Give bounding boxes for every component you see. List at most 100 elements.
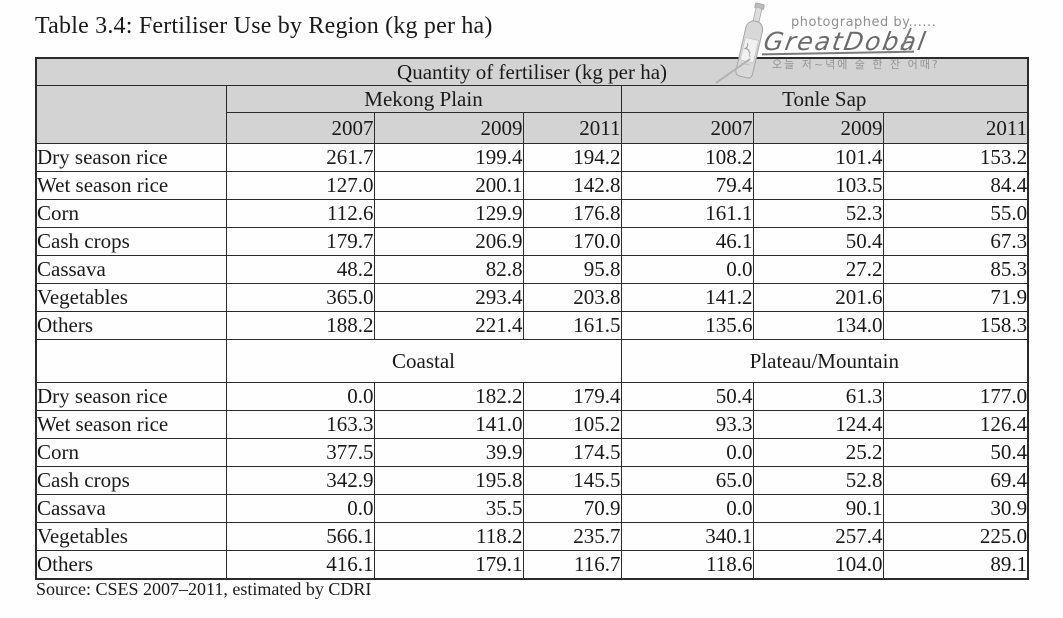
row-label: Others xyxy=(35,550,227,580)
row-label: Corn xyxy=(35,199,227,228)
value-cell: 50.4 xyxy=(882,438,1029,467)
region-header-row: Coastal Plateau/Mountain xyxy=(35,339,1029,383)
value-cell: 112.6 xyxy=(225,199,375,228)
data-row: Cassava 48.2 82.8 95.8 0.0 27.2 85.3 xyxy=(35,255,1029,284)
value-cell: 194.2 xyxy=(522,143,622,172)
value-cell: 30.9 xyxy=(882,494,1029,523)
value-cell: 342.9 xyxy=(225,466,375,495)
value-cell: 188.2 xyxy=(225,311,375,340)
value-cell: 257.4 xyxy=(752,522,884,551)
data-row: Vegetables 365.0 293.4 203.8 141.2 201.6… xyxy=(35,283,1029,312)
value-cell: 566.1 xyxy=(225,522,375,551)
value-cell: 52.8 xyxy=(752,466,884,495)
row-label: Cassava xyxy=(35,255,227,284)
value-cell: 365.0 xyxy=(225,283,375,312)
signature-underline xyxy=(761,50,915,56)
value-cell: 50.4 xyxy=(620,382,754,411)
value-cell: 161.5 xyxy=(522,311,622,340)
row-label: Vegetables xyxy=(35,522,227,551)
value-cell: 0.0 xyxy=(620,494,754,523)
value-cell: 145.5 xyxy=(522,466,622,495)
value-cell: 27.2 xyxy=(752,255,884,284)
value-cell: 84.4 xyxy=(882,171,1029,200)
value-cell: 176.8 xyxy=(522,199,622,228)
value-cell: 203.8 xyxy=(522,283,622,312)
value-cell: 104.0 xyxy=(752,550,884,580)
data-row: Cash crops 179.7 206.9 170.0 46.1 50.4 6… xyxy=(35,227,1029,256)
data-row: Vegetables 566.1 118.2 235.7 340.1 257.4… xyxy=(35,522,1029,551)
value-cell: 182.2 xyxy=(373,382,524,411)
row-label: Cash crops xyxy=(35,466,227,495)
value-cell: 141.2 xyxy=(620,283,754,312)
value-cell: 340.1 xyxy=(620,522,754,551)
row-label: Wet season rice xyxy=(35,410,227,439)
value-cell: 0.0 xyxy=(620,438,754,467)
value-cell: 61.3 xyxy=(752,382,884,411)
year-header: 2009 xyxy=(752,112,884,144)
fertiliser-use-table: Quantity of fertiliser (kg per ha) Mekon… xyxy=(35,57,1030,580)
value-cell: 170.0 xyxy=(522,227,622,256)
value-cell: 118.2 xyxy=(373,522,524,551)
data-row: Dry season rice 0.0 182.2 179.4 50.4 61.… xyxy=(35,382,1029,411)
value-cell: 46.1 xyxy=(620,227,754,256)
data-row: Corn 112.6 129.9 176.8 161.1 52.3 55.0 xyxy=(35,199,1029,228)
value-cell: 179.1 xyxy=(373,550,524,580)
row-label: Cash crops xyxy=(35,227,227,256)
value-cell: 179.4 xyxy=(522,382,622,411)
value-cell: 127.0 xyxy=(225,171,375,200)
value-cell: 85.3 xyxy=(882,255,1029,284)
data-row: Dry season rice 261.7 199.4 194.2 108.2 … xyxy=(35,143,1029,172)
signature-flourish xyxy=(900,27,912,51)
row-label-header-cell xyxy=(35,85,227,144)
value-cell: 177.0 xyxy=(882,382,1029,411)
value-cell: 105.2 xyxy=(522,410,622,439)
main-header-cell: Quantity of fertiliser (kg per ha) xyxy=(35,57,1029,86)
region-header-tonle-sap: Tonle Sap xyxy=(620,85,1029,113)
value-cell: 221.4 xyxy=(373,311,524,340)
value-cell: 95.8 xyxy=(522,255,622,284)
value-cell: 118.6 xyxy=(620,550,754,580)
value-cell: 79.4 xyxy=(620,171,754,200)
value-cell: 225.0 xyxy=(882,522,1029,551)
value-cell: 103.5 xyxy=(752,171,884,200)
value-cell: 0.0 xyxy=(225,494,375,523)
value-cell: 35.5 xyxy=(373,494,524,523)
value-cell: 261.7 xyxy=(225,143,375,172)
data-row: Cassava 0.0 35.5 70.9 0.0 90.1 30.9 xyxy=(35,494,1029,523)
value-cell: 126.4 xyxy=(882,410,1029,439)
table-title: Table 3.4: Fertiliser Use by Region (kg … xyxy=(35,13,493,39)
value-cell: 65.0 xyxy=(620,466,754,495)
value-cell: 124.4 xyxy=(752,410,884,439)
value-cell: 0.0 xyxy=(620,255,754,284)
value-cell: 200.1 xyxy=(373,171,524,200)
value-cell: 377.5 xyxy=(225,438,375,467)
value-cell: 50.4 xyxy=(752,227,884,256)
value-cell: 69.4 xyxy=(882,466,1029,495)
value-cell: 108.2 xyxy=(620,143,754,172)
value-cell: 201.6 xyxy=(752,283,884,312)
row-label: Dry season rice xyxy=(35,143,227,172)
value-cell: 70.9 xyxy=(522,494,622,523)
year-header: 2007 xyxy=(225,112,375,144)
value-cell: 90.1 xyxy=(752,494,884,523)
value-cell: 134.0 xyxy=(752,311,884,340)
main-header-row: Quantity of fertiliser (kg per ha) xyxy=(35,57,1029,86)
row-label: Cassava xyxy=(35,494,227,523)
row-label: Others xyxy=(35,311,227,340)
region-header-mekong-plain: Mekong Plain xyxy=(225,85,622,113)
watermark-credit: photographed by...... xyxy=(791,15,937,30)
row-label: Wet season rice xyxy=(35,171,227,200)
value-cell: 174.5 xyxy=(522,438,622,467)
row-label: Dry season rice xyxy=(35,382,227,411)
data-row: Others 416.1 179.1 116.7 118.6 104.0 89.… xyxy=(35,550,1029,580)
value-cell: 416.1 xyxy=(225,550,375,580)
value-cell: 179.7 xyxy=(225,227,375,256)
value-cell: 195.8 xyxy=(373,466,524,495)
data-row: Corn 377.5 39.9 174.5 0.0 25.2 50.4 xyxy=(35,438,1029,467)
year-header: 2011 xyxy=(522,112,622,144)
value-cell: 48.2 xyxy=(225,255,375,284)
year-header-row: 2007 2009 2011 2007 2009 2011 xyxy=(36,112,1029,144)
value-cell: 199.4 xyxy=(373,143,524,172)
value-cell: 67.3 xyxy=(882,227,1029,256)
value-cell: 39.9 xyxy=(373,438,524,467)
